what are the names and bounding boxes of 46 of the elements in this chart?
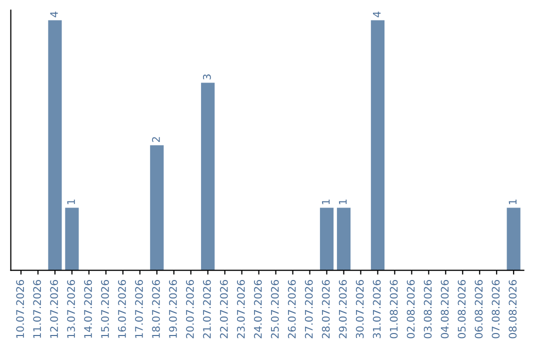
x-tick-label: 13.07.2026 (67, 280, 75, 338)
x-tick-label: 18.07.2026 (152, 280, 160, 338)
x-tick-label: 15.07.2026 (101, 280, 109, 338)
x-tick-label: 24.07.2026 (254, 280, 262, 338)
x-tick-label: 23.07.2026 (236, 280, 245, 338)
x-tick-label: 01.08.2026 (390, 280, 398, 338)
x-tick-label: 27.07.2026 (304, 280, 313, 338)
data-label: 4 (372, 12, 381, 18)
x-tick-label: 21.07.2026 (202, 280, 211, 338)
x-tick-label: 17.07.2026 (135, 280, 143, 338)
x-tick-label: 02.08.2026 (406, 280, 415, 338)
x-tick-label: 26.07.2026 (288, 280, 296, 338)
bar (150, 145, 164, 270)
data-label: 1 (508, 200, 516, 204)
x-tick-label: 04.08.2026 (440, 280, 449, 338)
x-tick-label: 06.08.2026 (474, 280, 483, 338)
x-tick-label: 25.07.2026 (270, 280, 279, 338)
x-tick-label: 30.07.2026 (356, 280, 364, 338)
x-tick-label: 20.07.2026 (186, 280, 194, 338)
bar (48, 20, 62, 270)
x-tick-label: 31.07.2026 (372, 280, 381, 338)
data-label: 1 (67, 200, 75, 204)
data-label: 2 (152, 137, 160, 142)
x-tick-label: 28.07.2026 (322, 280, 330, 338)
data-label: 1 (339, 200, 347, 204)
bar (336, 208, 351, 270)
data-label: 1 (322, 200, 330, 204)
data-label: 3 (202, 74, 211, 80)
x-tick-label: 07.08.2026 (492, 280, 500, 338)
x-tick-label: 29.07.2026 (338, 280, 347, 338)
bar (65, 208, 79, 270)
bar (506, 208, 520, 270)
bar (370, 20, 385, 270)
x-tick-label: 14.07.2026 (84, 280, 92, 338)
x-tick-label: 11.07.2026 (33, 280, 41, 338)
x-tick-label: 19.07.2026 (169, 280, 177, 338)
bar (320, 208, 334, 270)
x-tick-label: 10.07.2026 (16, 280, 24, 338)
x-tick-label: 05.08.2026 (458, 280, 466, 338)
x-tick-label: 22.07.2026 (220, 280, 228, 338)
x-tick-label: 08.08.2026 (508, 280, 517, 338)
bar (201, 82, 215, 270)
x-tick-label: 16.07.2026 (118, 280, 126, 338)
x-tick-label: 03.08.2026 (424, 280, 432, 338)
data-label: 4 (50, 12, 58, 18)
x-tick-label: 12.07.2026 (50, 280, 58, 338)
